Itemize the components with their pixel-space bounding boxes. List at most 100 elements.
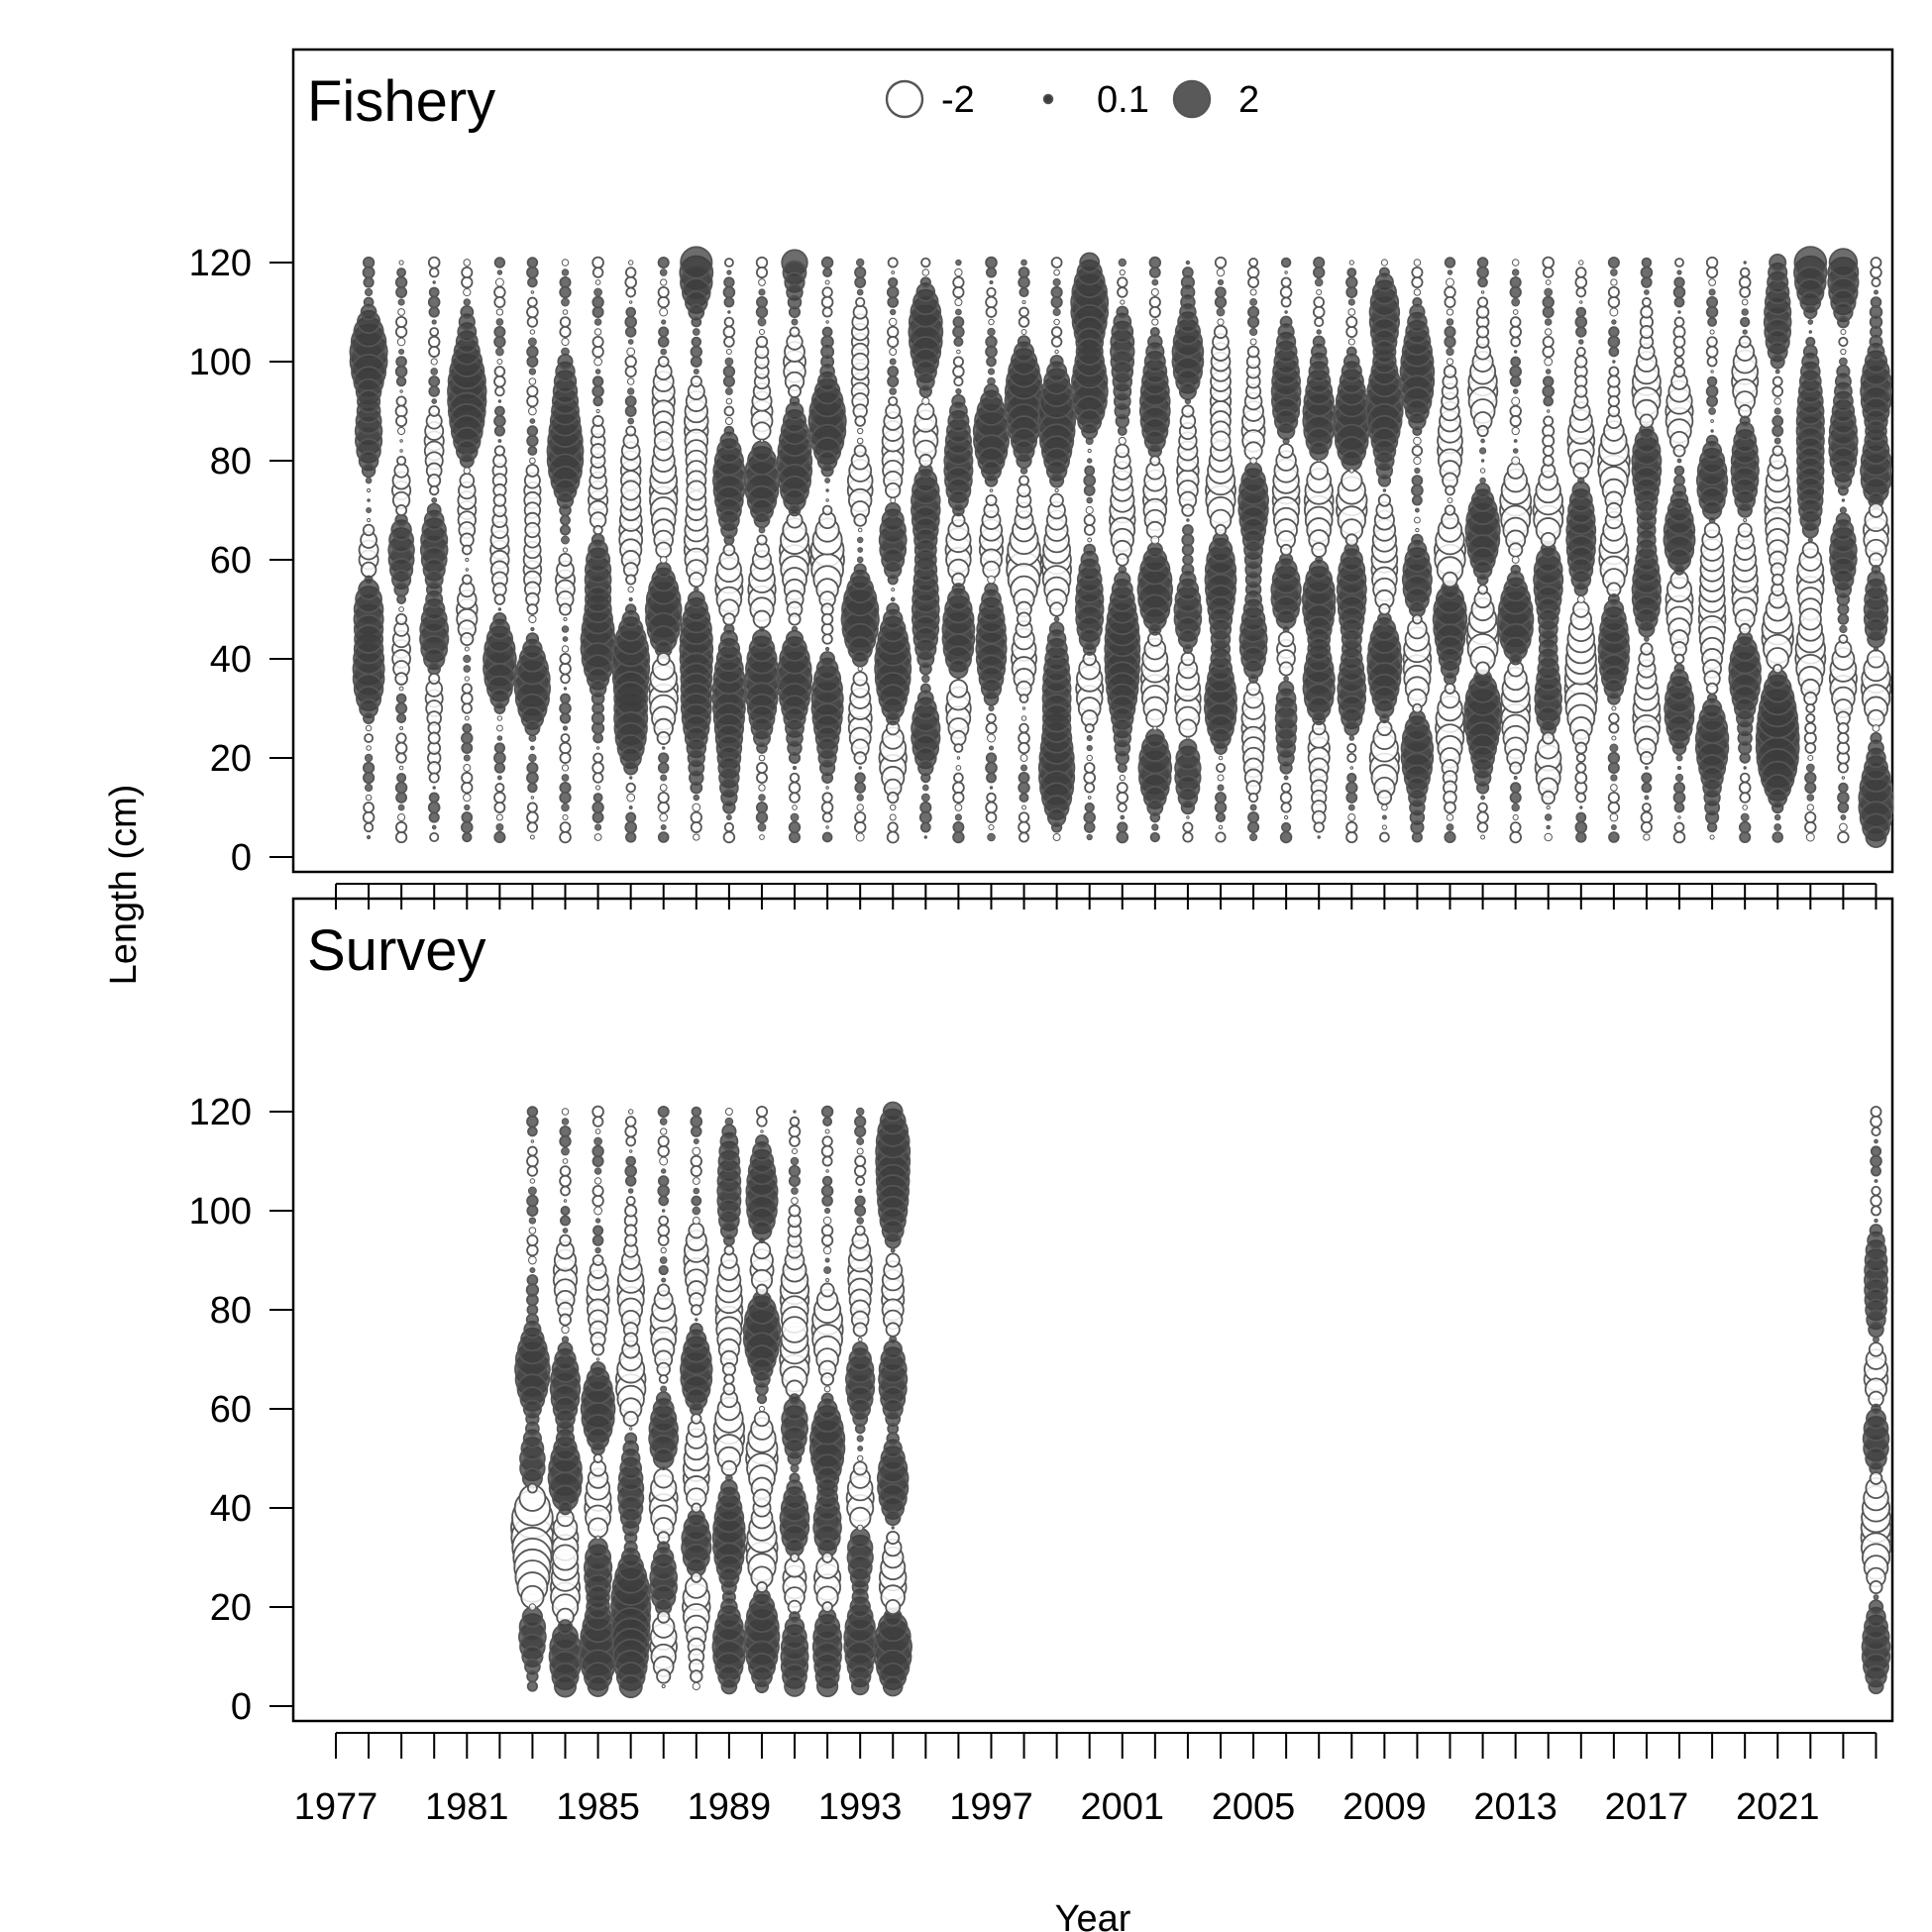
residual-bubble [1312,335,1326,349]
residual-bubble [1279,761,1293,775]
residual-bubble [428,672,441,686]
residual-bubble [461,683,473,695]
residual-bubble [1148,295,1161,309]
residual-bubble [755,1382,769,1396]
residual-bubble [751,440,773,462]
residual-bubble [624,820,637,834]
residual-bubble [852,1341,869,1358]
residual-bubble [756,1393,768,1405]
residual-bubble [1279,543,1293,557]
residual-bubble [1710,429,1714,433]
residual-bubble [689,1322,703,1338]
residual-bubble [720,1677,738,1695]
residual-bubble [1049,354,1064,370]
residual-bubble [562,547,569,553]
residual-bubble [1611,705,1617,711]
residual-bubble [657,1144,670,1158]
residual-bubble [561,764,570,772]
residual-bubble [1870,1106,1882,1118]
residual-bubble [757,822,767,832]
residual-bubble [1050,821,1063,833]
residual-bubble [493,702,506,714]
residual-bubble [1738,403,1753,419]
residual-bubble [1509,275,1522,289]
residual-bubble [691,316,702,328]
residual-bubble [594,279,601,285]
residual-bubble [559,1165,572,1177]
residual-bubble [1307,637,1331,661]
residual-bubble [526,802,538,813]
residual-bubble [789,1611,801,1623]
residual-bubble [526,305,539,319]
residual-bubble [1741,298,1749,306]
residual-bubble [493,257,506,268]
residual-bubble [1317,459,1321,463]
residual-bubble [1608,346,1620,358]
residual-bubble [1281,821,1292,833]
residual-bubble [1446,813,1454,821]
residual-bubble [398,606,405,612]
residual-bubble [853,513,867,527]
residual-bubble [1607,295,1621,309]
residual-bubble [690,1154,702,1168]
y-tick-label: 80 [210,1290,252,1332]
residual-bubble [1804,771,1817,785]
residual-bubble [1246,266,1260,279]
residual-bubble [955,259,962,267]
residual-bubble [659,556,668,564]
residual-bubble [1309,461,1329,481]
residual-bubble [459,453,475,469]
residual-bubble [1579,805,1583,809]
residual-bubble [851,1676,870,1696]
residual-bubble [660,774,668,782]
residual-bubble [367,498,371,502]
residual-bubble [1186,518,1190,522]
residual-bubble [1673,346,1685,358]
residual-bubble [885,710,901,726]
residual-bubble [1871,1126,1881,1137]
residual-bubble [820,622,834,636]
residual-bubble [723,336,735,348]
residual-bubble [527,1186,537,1196]
residual-bubble [690,345,702,359]
residual-bubble [851,650,869,668]
residual-bubble [1041,703,1072,733]
residual-bubble [690,821,702,833]
residual-bubble [1411,831,1423,843]
residual-bubble [789,1135,801,1147]
residual-bubble [885,1322,901,1338]
residual-bubble [1276,421,1296,441]
residual-bubble [1020,764,1028,772]
residual-bubble [1147,443,1163,459]
x-axis: 1977 1981 1985 1989 1993 1997 2001 2005 2009 2013… [294,1732,1878,1828]
residual-bubble [593,357,603,367]
residual-bubble [1181,404,1195,418]
residual-bubble [493,762,506,774]
residual-bubble [1347,338,1355,346]
residual-bubble [627,339,634,345]
residual-bubble [887,325,900,339]
residual-bubble [756,1116,768,1127]
residual-bubble [1871,1205,1881,1217]
residual-bubble [952,830,965,844]
x-tick-label: 2021 [1736,1786,1820,1828]
residual-bubble [627,586,634,593]
residual-bubble [1246,345,1260,359]
residual-bubble [692,1206,701,1216]
residual-bubble [1149,326,1160,338]
residual-bubble [854,266,867,279]
residual-bubble [557,1619,574,1635]
residual-bubble [593,1136,602,1146]
legend: -2 0.1 2 [885,79,1259,121]
residual-bubble [726,269,732,275]
residual-bubble [690,1115,703,1128]
residual-bubble [1610,824,1617,830]
residual-bubble [1542,256,1555,269]
residual-bubble [562,1158,569,1164]
residual-bubble [1414,467,1421,475]
residual-bubble [394,741,408,755]
residual-bubble [1608,326,1620,338]
residual-bubble [593,287,602,297]
residual-bubble [1413,259,1422,267]
y-tick-label: 40 [210,639,252,681]
